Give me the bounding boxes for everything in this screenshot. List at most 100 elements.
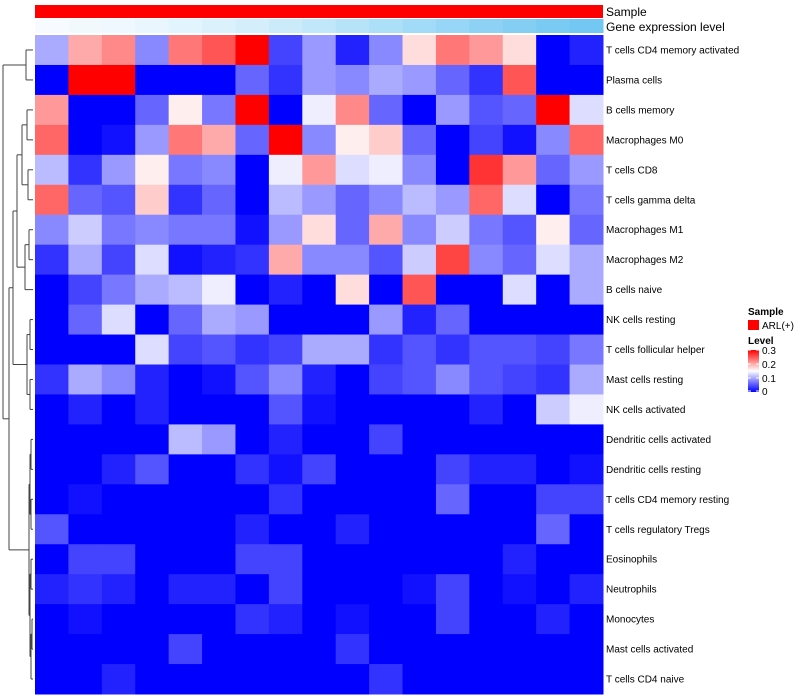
- heatmap-cell: [502, 484, 537, 515]
- heatmap-cell: [68, 184, 103, 216]
- heatmap-cell: [569, 484, 604, 515]
- heatmap-cell: [101, 604, 136, 635]
- heatmap-cell: [469, 514, 504, 545]
- heatmap-cell: [101, 574, 136, 605]
- heatmap-cell: [135, 634, 170, 665]
- heatmap-cell: [435, 304, 470, 336]
- heatmap-cell: [369, 484, 404, 515]
- heatmap-cell: [302, 394, 337, 425]
- heatmap-cell: [335, 604, 370, 635]
- heatmap-cell: [168, 94, 203, 126]
- heatmap-cell: [335, 64, 370, 96]
- heatmap-cell: [536, 544, 571, 575]
- heatmap-cell: [369, 364, 404, 395]
- heatmap-cell: [435, 394, 470, 425]
- heatmap-cell: [235, 604, 270, 635]
- heatmap-cell: [101, 154, 136, 186]
- heatmap-cell: [569, 454, 604, 485]
- heatmap-cell: [268, 364, 303, 395]
- heatmap-cell: [369, 214, 404, 246]
- heatmap-cell: [302, 454, 337, 485]
- heatmap-cell: [202, 64, 236, 96]
- heatmap-cell: [268, 664, 303, 695]
- row-label: Neutrophils: [606, 585, 657, 596]
- heatmap-cell: [68, 514, 103, 545]
- heatmap-cell: [35, 514, 69, 545]
- heatmap-cell: [502, 394, 537, 425]
- heatmap-cell: [402, 94, 437, 126]
- heatmap-cell: [502, 304, 537, 336]
- heatmap-cell: [268, 304, 303, 336]
- heatmap-cell: [101, 544, 136, 575]
- row-label: Plasma cells: [606, 75, 662, 86]
- legend-sample-entry: ARL(+): [762, 321, 794, 332]
- heatmap-cell: [335, 484, 370, 515]
- heatmap-cell: [135, 35, 170, 66]
- column-annotations: [35, 5, 604, 33]
- heatmap-cell: [569, 304, 604, 336]
- heatmap-cell: [168, 304, 203, 336]
- heatmap-cell: [502, 424, 537, 455]
- gene-expression-annotation-cell: [101, 19, 136, 33]
- heatmap-cell: [435, 154, 470, 186]
- heatmap-cell: [135, 94, 170, 126]
- heatmap-cell: [101, 94, 136, 126]
- heatmap-cell: [35, 274, 69, 306]
- heatmap-cell: [335, 154, 370, 186]
- heatmap-cell: [536, 484, 571, 515]
- heatmap-cell: [202, 514, 236, 545]
- heatmap-cell: [369, 304, 404, 336]
- heatmap-cell: [68, 544, 103, 575]
- heatmap-cell: [569, 244, 604, 276]
- heatmap-cell: [536, 274, 571, 306]
- heatmap-cell: [502, 364, 537, 395]
- heatmap-cell: [101, 334, 136, 365]
- heatmap-cell: [402, 424, 437, 455]
- gene-expression-annotation-cell: [68, 19, 103, 33]
- heatmap-cell: [35, 454, 69, 485]
- heatmap-cell: [168, 484, 203, 515]
- heatmap-cell: [202, 664, 236, 695]
- heatmap-cell: [335, 364, 370, 395]
- heatmap-cell: [302, 35, 337, 66]
- heatmap-cell: [335, 184, 370, 216]
- heatmap-cell: [402, 184, 437, 216]
- heatmap-cell: [135, 184, 170, 216]
- heatmap-cell: [302, 274, 337, 306]
- heatmap-cell: [35, 35, 69, 66]
- heatmap-cell: [35, 184, 69, 216]
- heatmap-cell: [569, 364, 604, 395]
- row-label: T cells CD4 memory resting: [606, 495, 729, 506]
- heatmap-cell: [469, 604, 504, 635]
- heatmap-cell: [435, 184, 470, 216]
- heatmap-cell: [335, 304, 370, 336]
- heatmap-cell: [302, 424, 337, 455]
- heatmap-cell: [135, 544, 170, 575]
- heatmap-cell: [168, 244, 203, 276]
- heatmap-cell: [469, 424, 504, 455]
- legend-tick-0-2: 0.2: [762, 360, 776, 371]
- heatmap-cell: [302, 154, 337, 186]
- heatmap-cell: [302, 604, 337, 635]
- heatmap-cell: [268, 184, 303, 216]
- heatmap-cell: [435, 35, 470, 66]
- heatmap-cell: [502, 274, 537, 306]
- heatmap-cell: [101, 304, 136, 336]
- heatmap-cell: [135, 124, 170, 156]
- heatmap-cell: [369, 424, 404, 455]
- row-label: T cells CD8: [606, 165, 658, 176]
- heatmap-cell: [335, 664, 370, 695]
- heatmap-cell: [235, 124, 270, 156]
- gene-expression-annotation-cell: [35, 19, 69, 33]
- gene-expression-annotation-cell: [335, 19, 370, 33]
- heatmap-cell: [435, 64, 470, 96]
- heatmap-cell: [202, 184, 236, 216]
- heatmap-cell: [68, 334, 103, 365]
- heatmap-cell: [335, 94, 370, 126]
- heatmap-cell: [502, 454, 537, 485]
- heatmap-cell: [135, 574, 170, 605]
- heatmap-cell: [435, 574, 470, 605]
- heatmap-cell: [402, 214, 437, 246]
- heatmap-cell: [168, 364, 203, 395]
- heatmap-cell: [302, 484, 337, 515]
